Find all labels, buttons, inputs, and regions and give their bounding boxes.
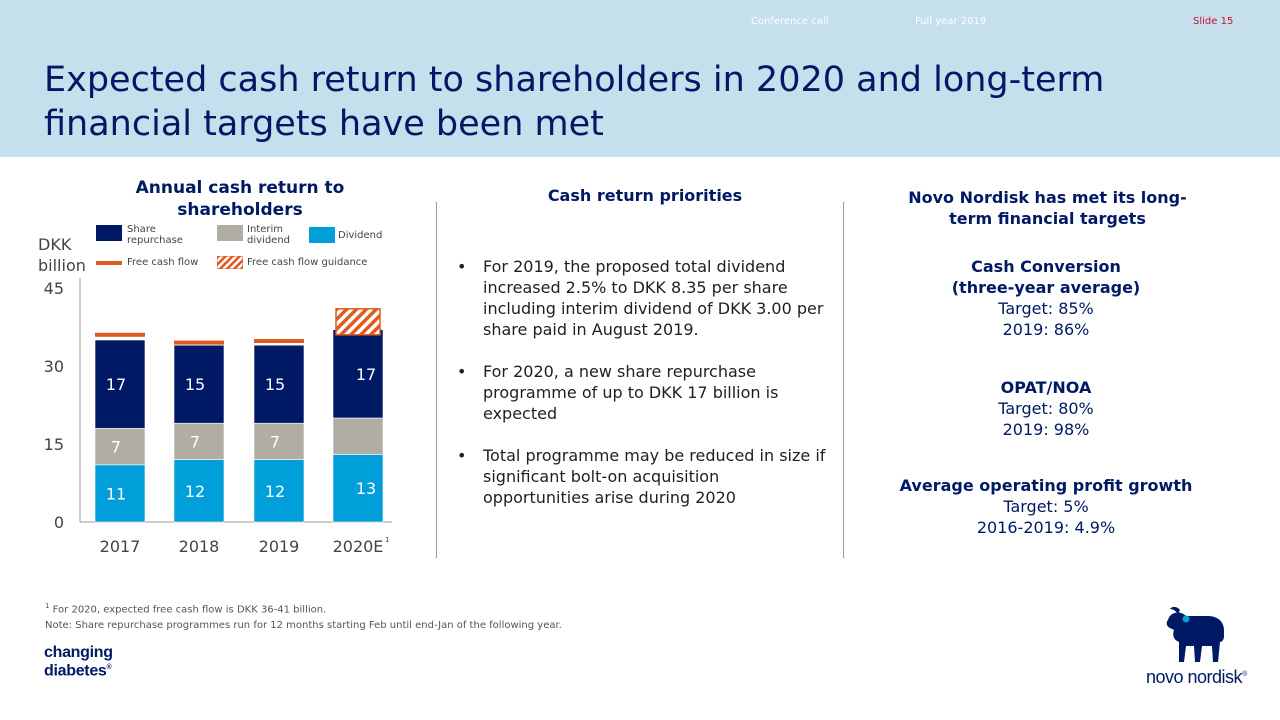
slide-title: Expected cash return to shareholders in … [44, 58, 1224, 146]
bar-value-label: 12 [265, 482, 285, 501]
bar-segment [173, 344, 225, 424]
bullet-dot: • [457, 446, 467, 465]
bullet-dot: • [457, 257, 467, 276]
bar-value-label: 11 [106, 484, 126, 503]
target-value: Target: 85% [998, 299, 1094, 318]
footnote-1: 1 For 2020, expected free cash flow is D… [45, 602, 326, 615]
priority-bullet: • For 2019, the proposed total dividend i… [457, 256, 827, 340]
priority-text: For 2019, the proposed total dividend in… [483, 257, 824, 339]
free-cash-flow-marker [254, 339, 304, 344]
column-divider-right [843, 202, 844, 558]
y-axis-unit-line1: DKK [38, 235, 72, 254]
bar-value-label: 15 [265, 375, 285, 394]
chart-title-line2: shareholders [177, 200, 303, 220]
legend-label-free-cash-flow: Free cash flow [127, 257, 199, 268]
chart-title-line1: Annual cash return to [135, 178, 345, 198]
slide-header: Conference call Full year 2019 Slide 15 … [0, 0, 1280, 157]
target-opat-noa: OPAT/NOA Target: 80% 2019: 98% [886, 377, 1206, 440]
y-tick-label: 30 [44, 357, 64, 376]
bar-value-label: 7 [111, 438, 121, 457]
y-tick-label: 0 [54, 513, 64, 532]
bar-segment [173, 422, 225, 460]
legend-label-share-repurchase: Share repurchase [127, 224, 183, 246]
priority-bullet: • Total programme may be reduced in size … [457, 445, 827, 508]
target-value: Target: 5% [1003, 497, 1089, 516]
x-tick-label: 2018 [179, 537, 220, 556]
bar-segment [332, 417, 384, 455]
target-title: Average operating profit growth [899, 476, 1193, 495]
bar-value-label: 13 [356, 479, 376, 498]
target-actual: 2016-2019: 4.9% [976, 518, 1116, 537]
priorities-title: Cash return priorities [547, 186, 743, 205]
bar-segment [94, 464, 146, 523]
free-cash-flow-marker [174, 340, 224, 345]
bullet-dot: • [457, 362, 467, 381]
apis-bull-icon [1166, 606, 1224, 662]
y-tick-label: 15 [44, 435, 64, 454]
period-label: Full year 2019 [915, 16, 987, 27]
conference-call-label: Conference call [751, 16, 829, 27]
free-cash-flow-marker [95, 332, 145, 337]
chart-title: Annual cash return to shareholders [100, 177, 380, 221]
priority-text: Total programme may be reduced in size i… [483, 446, 826, 507]
legend-swatch-share-repurchase [96, 225, 122, 241]
legend-swatch-interim-dividend [217, 225, 243, 241]
target-value: Target: 80% [998, 399, 1094, 418]
legend-label-dividend: Dividend [338, 230, 383, 241]
bar-segment [253, 459, 305, 523]
target-cash-conversion: Cash Conversion (three-year average) Tar… [886, 256, 1206, 340]
x-tick-superscript: 1 [385, 536, 389, 544]
bar-segment [173, 459, 225, 523]
footnote-text: For 2020, expected free cash flow is DKK… [52, 604, 327, 616]
legend-swatch-guidance [217, 256, 243, 269]
slide-number: Slide 15 [1193, 16, 1234, 27]
footnote-mark: 1 [45, 602, 50, 610]
priority-bullet: • For 2020, a new share repurchase progra… [457, 361, 827, 424]
target-actual: 2019: 86% [1002, 320, 1090, 339]
changing-diabetes-logo: changing diabetes® [44, 644, 113, 680]
priorities-list: • For 2019, the proposed total dividend i… [457, 256, 827, 529]
target-actual: 2019: 98% [1002, 420, 1090, 439]
target-title: Cash Conversion [971, 257, 1121, 276]
bar-value-label: 17 [106, 375, 126, 394]
column-divider-left [436, 202, 437, 558]
free-cash-flow-guidance-marker [335, 308, 381, 336]
x-tick-label: 2020E [333, 537, 384, 556]
bar-value-label: 15 [185, 375, 205, 394]
x-tick-label: 2019 [259, 537, 300, 556]
legend-swatch-dividend [309, 227, 335, 243]
bar-segment [253, 422, 305, 460]
bar-segment [332, 329, 384, 419]
target-op-growth: Average operating profit growth Target: … [876, 475, 1216, 538]
legend-label-guidance: Free cash flow guidance [247, 257, 368, 268]
targets-title: Novo Nordisk has met its long-term finan… [908, 188, 1187, 228]
bar-value-label: 7 [190, 432, 200, 451]
footnote-note: Note: Share repurchase programmes run fo… [45, 620, 562, 631]
bar-value-label: 12 [185, 482, 205, 501]
bar-segment [94, 339, 146, 429]
y-tick-label: 45 [44, 279, 64, 298]
bar-segment [253, 344, 305, 424]
novo-nordisk-logo: novo nordisk® [1146, 667, 1247, 687]
target-subtitle: (three-year average) [951, 278, 1141, 297]
cash-return-chart: 0 15 30 45 11 7 17 2017 12 7 15 2018 12 7 15 2019 13 17 20… [44, 278, 392, 556]
bar-value-label: 17 [356, 365, 376, 384]
priority-text: For 2020, a new share repurchase program… [483, 362, 779, 423]
slide-title-line2: financial targets have been met [44, 104, 604, 144]
y-axis-unit-line2: billion [38, 256, 86, 275]
legend-label-interim-dividend: Interim dividend [247, 224, 291, 246]
slide-title-line1: Expected cash return to shareholders in … [44, 60, 1105, 100]
target-title: OPAT/NOA [1000, 378, 1092, 397]
legend-swatch-free-cash-flow [96, 261, 122, 265]
bar-value-label: 7 [270, 432, 280, 451]
x-tick-label: 2017 [100, 537, 141, 556]
